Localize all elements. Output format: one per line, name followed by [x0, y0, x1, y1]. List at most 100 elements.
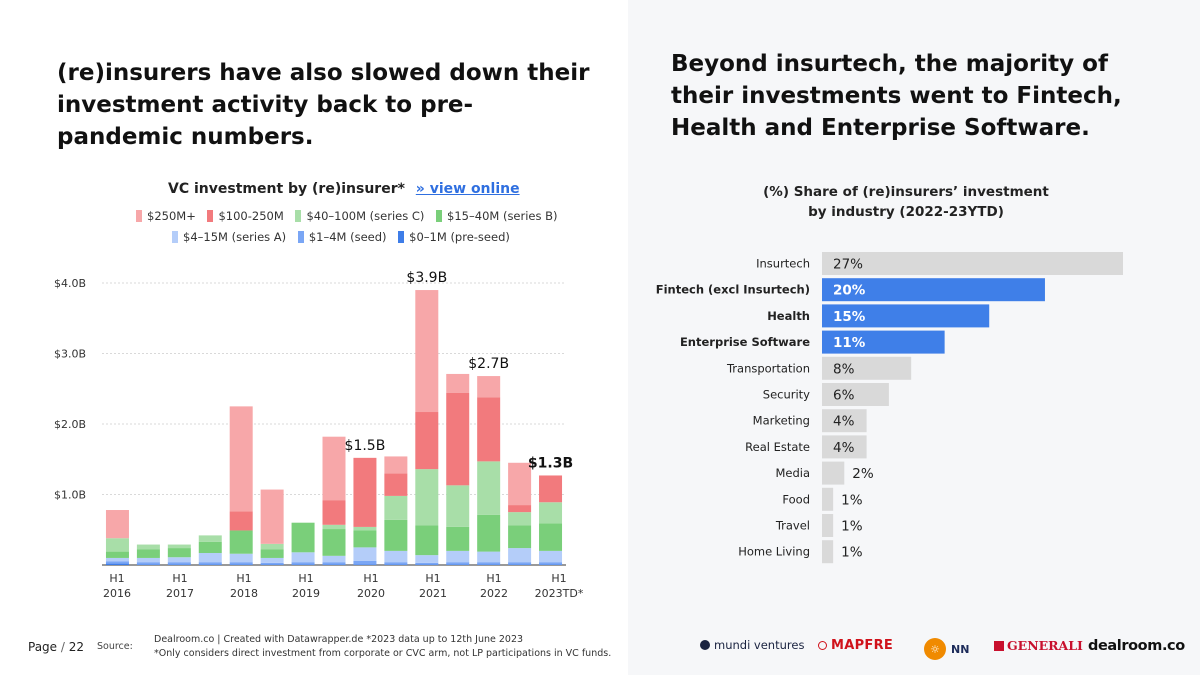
bar-segment-s250 [508, 462, 532, 506]
share-bar [822, 356, 912, 380]
value-label: 1% [841, 492, 863, 508]
bar-segment-s1 [229, 562, 253, 565]
bar [384, 456, 408, 565]
bar-segment-s1 [260, 562, 284, 565]
value-label: 8% [833, 361, 855, 377]
share-row: Travel 1% [775, 514, 863, 537]
share-row: Media 2% [775, 461, 874, 485]
bar-segment-s250 [477, 376, 501, 398]
bar-total-label: $2.7B [468, 356, 509, 372]
legend-item-250m: $250M+ [136, 209, 196, 223]
x-tick-label: 2017 [166, 587, 194, 600]
bar-segment-s40 [384, 495, 408, 520]
bar-segment-s15 [167, 548, 191, 558]
category-label: Food [782, 492, 810, 506]
y-tick-label: $3.0B [54, 348, 86, 361]
value-label: 4% [833, 440, 855, 456]
bar-segment-s0 [229, 564, 253, 565]
bar-segment-s4 [105, 557, 129, 562]
value-label: 1% [841, 545, 863, 561]
share-bar [822, 514, 834, 537]
bar-segment-s40 [322, 524, 346, 530]
page-label: Page [28, 640, 58, 654]
legend-label: $100-250M [218, 209, 284, 223]
bar-segment-s4 [167, 557, 191, 563]
category-label: Home Living [738, 545, 810, 559]
source-line-1: Dealroom.co | Created with Datawrapper.d… [154, 634, 524, 645]
legend-item-100m: $100-250M [207, 209, 284, 223]
bar-segment-s0 [508, 564, 532, 565]
bar-segment-s0 [446, 564, 470, 565]
bar-segment-s4 [539, 550, 563, 563]
bar [446, 373, 470, 565]
x-tick-label: H1 [236, 572, 251, 585]
bar-segment-s40 [539, 502, 563, 524]
value-label: 20% [833, 283, 866, 299]
bar-segment-s15 [384, 519, 408, 551]
bar-segment-s1 [384, 562, 408, 565]
bar-total-label: $1.3B [528, 455, 573, 471]
partner-logos: mundi ventures MAPFRE ☼ NN GENERALI dealr… [628, 630, 1200, 665]
legend-label: $4–15M (series A) [183, 230, 287, 244]
bar-segment-s15 [539, 523, 563, 551]
share-row: Insurtech 27% [756, 252, 1123, 275]
bar-segment-s4 [322, 555, 346, 563]
value-label: 2% [852, 466, 874, 482]
bar [229, 406, 253, 565]
x-tick-label: H1 [425, 572, 440, 585]
mundi-ventures-logo: mundi ventures [700, 638, 804, 652]
page-num-value: 22 [68, 640, 85, 654]
share-bar [822, 487, 834, 511]
bar-segment-s15 [415, 525, 439, 556]
bar-segment-s4 [353, 547, 377, 561]
bar-segment-s40 [198, 535, 222, 542]
bar-segment-s40 [415, 469, 439, 526]
category-label: Enterprise Software [680, 335, 810, 349]
y-tick-label: $2.0B [54, 418, 86, 431]
category-label: Media [775, 466, 810, 480]
bar-segment-s40 [353, 526, 377, 531]
bar [539, 475, 563, 565]
bar-segment-s0 [260, 564, 284, 565]
share-row: Transportation 8% [726, 356, 912, 380]
value-label: 15% [833, 309, 866, 325]
category-label: Health [767, 309, 810, 323]
vc-chart-title: VC investment by (re)insurer* » view onl… [168, 181, 520, 197]
bar-segment-s1 [198, 562, 222, 565]
bar [260, 489, 284, 565]
bar-segment-s4 [291, 552, 315, 563]
category-label: Real Estate [745, 440, 810, 454]
legend-item-4m: $4–15M (series A) [172, 230, 286, 244]
mundi-icon [700, 640, 710, 650]
bar-segment-s15 [353, 530, 377, 548]
bar-segment-s15 [105, 551, 129, 558]
legend-item-0m: $0–1M (pre-seed) [398, 230, 510, 244]
bar-segment-s0 [105, 563, 129, 565]
bar-segment-s15 [477, 514, 501, 552]
bar-segment-s4 [229, 553, 253, 563]
legend-swatch [295, 210, 302, 222]
bar-segment-s15 [508, 525, 532, 549]
generali-text: GENERALI [1007, 638, 1083, 653]
legend-label: $40–100M (series C) [306, 209, 425, 223]
share-chart-title-line2: by industry (2022-23YTD) [808, 204, 1004, 220]
bar-segment-s0 [415, 564, 439, 565]
bar-segment-s15 [198, 541, 222, 554]
nn-sun-icon: ☼ [924, 638, 946, 660]
bar-segment-s15 [446, 526, 470, 551]
share-chart-title-line1: (%) Share of (re)insurers’ investment [763, 184, 1049, 200]
view-online-link[interactable]: » view online [415, 181, 520, 197]
nn-logo: ☼ NN [924, 638, 969, 660]
category-label: Travel [775, 519, 810, 533]
legend-label: $250M+ [147, 209, 196, 223]
x-tick-label: 2022 [480, 587, 508, 600]
bar-segment-s0 [353, 564, 377, 565]
value-label: 27% [833, 257, 863, 273]
bar-segment-s1 [322, 562, 346, 565]
bar-segment-s4 [446, 550, 470, 563]
bar-segment-s0 [198, 564, 222, 565]
bar-segment-s1 [105, 561, 129, 564]
legend-swatch [398, 231, 405, 243]
x-tick-label: 2021 [419, 587, 447, 600]
bar-segment-s0 [384, 564, 408, 565]
